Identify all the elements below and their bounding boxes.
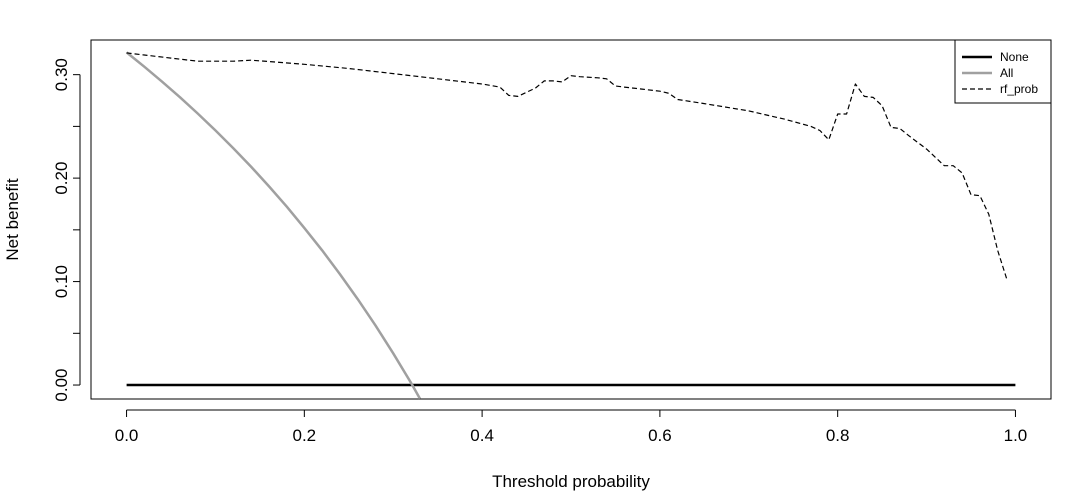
y-axis: 0.00 0.10 0.20 0.30: [52, 58, 81, 402]
series-layer: [125, 51, 1016, 400]
x-axis-label: Threshold probability: [492, 472, 650, 491]
y-tick-label: 0.30: [52, 58, 71, 91]
series-line-all: [125, 51, 421, 400]
x-tick-label: 1.0: [1004, 426, 1028, 445]
x-tick-label: 0.2: [293, 426, 317, 445]
plot-frame: [90, 39, 1052, 400]
legend-label: None: [1000, 50, 1029, 64]
y-axis-label: Net benefit: [3, 178, 22, 260]
x-tick-label: 0.4: [470, 426, 494, 445]
x-axis: 0.0 0.2 0.4 0.6 0.8 1.0: [115, 409, 1028, 445]
x-tick-label: 0.6: [648, 426, 672, 445]
series-line-rf-prob: [126, 52, 1008, 279]
legend-label: rf_prob: [1000, 82, 1038, 96]
x-tick-label: 0.8: [826, 426, 850, 445]
y-tick-label: 0.20: [52, 162, 71, 195]
y-tick-label: 0.00: [52, 368, 71, 401]
legend-label: All: [1000, 66, 1013, 80]
x-tick-label: 0.0: [115, 426, 139, 445]
y-tick-label: 0.10: [52, 265, 71, 298]
legend-box: [954, 39, 1052, 104]
legend: None All rf_prob: [954, 39, 1052, 104]
